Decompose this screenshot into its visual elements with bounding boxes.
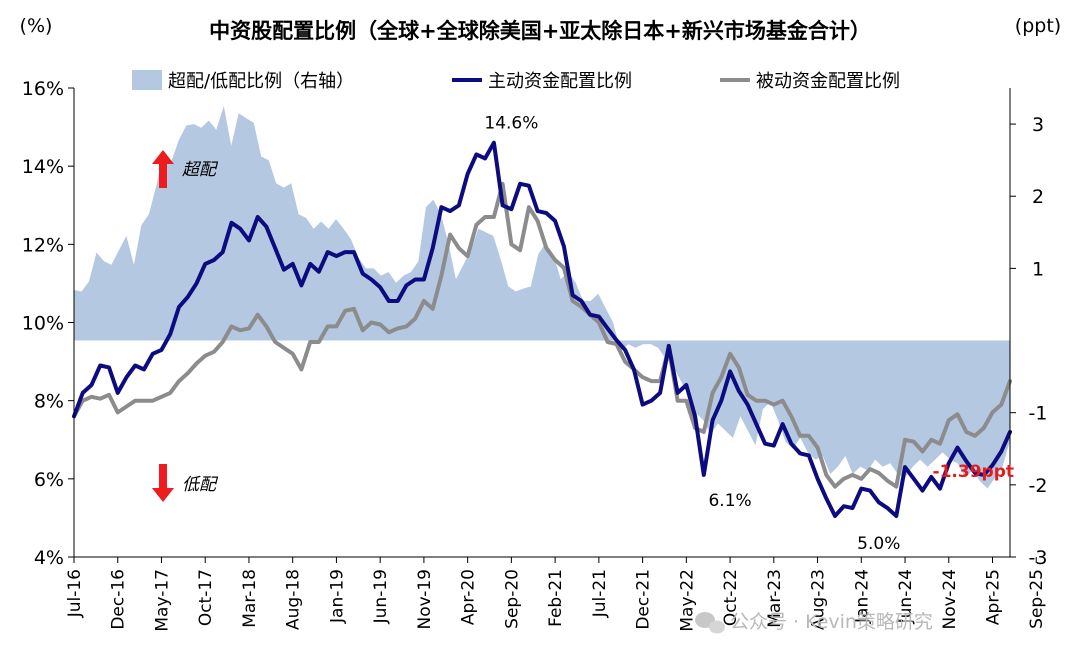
x-tick-label: Mar-23 xyxy=(765,569,785,628)
wechat-icon xyxy=(695,612,725,634)
x-tick-label: Jun-19 xyxy=(371,569,391,624)
data-label: -1.39ppt xyxy=(933,462,1014,482)
x-tick-label: May-17 xyxy=(152,569,172,632)
left-tick-label: 4% xyxy=(34,547,64,569)
watermark: 公众号 · Kevin策略研究 xyxy=(695,611,933,634)
x-tick-label: May-22 xyxy=(677,569,697,632)
x-tick-label: Dec-21 xyxy=(634,569,654,630)
right-tick-label: 1 xyxy=(1032,258,1044,280)
x-tick-label: Dec-16 xyxy=(109,569,129,630)
x-tick-label: Jun-24 xyxy=(896,569,916,624)
x-tick-label: Jul-21 xyxy=(590,569,610,618)
x-tick-label: Aug-18 xyxy=(284,569,304,630)
underweight-label: 低配 xyxy=(182,475,219,495)
chart-title: 中资股配置比例（全球+全球除美国+亚太除日本+新兴市场基金合计） xyxy=(209,19,871,43)
watermark-text: 公众号 · Kevin策略研究 xyxy=(730,611,933,633)
data-label: 5.0% xyxy=(857,534,900,554)
x-tick-label: Jan-24 xyxy=(852,569,872,624)
right-tick-label: -1 xyxy=(1029,403,1048,425)
x-tick-label: Apr-25 xyxy=(984,569,1004,625)
tick-layer: 4% 6% 8% 10% 12% 14% 16% -3 -2 -1 1 2 3 Jul-16 Dec-16 M… xyxy=(22,78,1048,632)
data-label: 6.1% xyxy=(708,491,751,511)
x-tick-label: Nov-24 xyxy=(940,569,960,630)
series-line-passive xyxy=(72,181,1012,489)
overweight-label: 超配 xyxy=(182,160,219,180)
right-tick-label: -2 xyxy=(1029,475,1048,497)
x-tick-label: Oct-17 xyxy=(196,569,216,626)
legend-label-area: 超配/低配比例（右轴） xyxy=(168,71,354,92)
series-area-overweight xyxy=(74,106,1010,489)
right-tick-label: 3 xyxy=(1032,114,1044,136)
x-tick-label: Aug-23 xyxy=(809,569,829,630)
underweight-arrow: 低配 xyxy=(152,464,219,502)
series-line-active xyxy=(72,140,1012,518)
up-arrow-icon xyxy=(152,150,174,188)
right-tick-label: 2 xyxy=(1032,186,1044,208)
left-tick-label: 10% xyxy=(22,313,64,335)
annotation-layer: 14.6% 6.1% 5.0% -1.39ppt xyxy=(484,114,1014,554)
area-layer xyxy=(74,106,1010,489)
x-tick-label: Jan-19 xyxy=(327,569,347,624)
x-tick-label: Mar-18 xyxy=(240,569,260,628)
left-axis-unit: (%) xyxy=(20,15,53,37)
legend-swatch-area xyxy=(132,70,162,90)
right-axis-unit: (ppt) xyxy=(1015,15,1061,37)
x-tick-label: Jul-16 xyxy=(65,569,85,618)
legend-label-passive: 被动资金配置比例 xyxy=(756,71,900,92)
x-tick-label: Oct-22 xyxy=(721,569,741,626)
x-tick-label: Feb-21 xyxy=(546,569,566,627)
left-tick-label: 14% xyxy=(22,156,64,178)
x-tick-label: Nov-19 xyxy=(415,569,435,630)
down-arrow-icon xyxy=(152,464,174,502)
legend-label-active: 主动资金配置比例 xyxy=(488,71,632,92)
x-tick-label: Sep-20 xyxy=(502,569,522,629)
right-tick-label: -3 xyxy=(1029,547,1048,569)
legend: 超配/低配比例（右轴） 主动资金配置比例 被动资金配置比例 xyxy=(132,70,900,92)
left-tick-label: 12% xyxy=(22,234,64,256)
data-label: 14.6% xyxy=(484,114,538,134)
line-layer xyxy=(72,140,1012,518)
x-tick-label: Apr-20 xyxy=(459,569,479,625)
left-tick-label: 16% xyxy=(22,78,64,100)
left-tick-label: 8% xyxy=(34,391,64,413)
overweight-arrow: 超配 xyxy=(152,150,219,188)
left-tick-label: 6% xyxy=(34,469,64,491)
x-tick-label: Sep-25 xyxy=(1027,569,1047,629)
